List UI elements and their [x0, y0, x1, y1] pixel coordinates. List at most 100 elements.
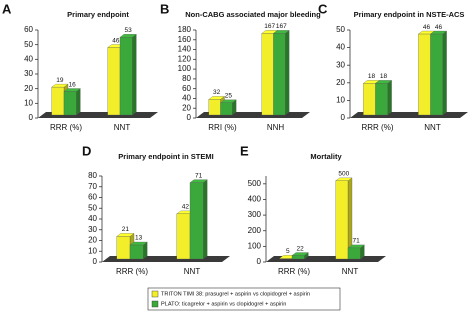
- y-tick-label: 10: [336, 96, 345, 105]
- y-tick-label: 20: [336, 78, 345, 87]
- y-tick-label: 0: [29, 113, 34, 122]
- bar: [119, 37, 133, 116]
- panel-letter: D: [82, 143, 91, 158]
- y-tick-label: 0: [187, 113, 192, 122]
- x-tick-label: RRR (%): [116, 267, 148, 276]
- legend-label: TRITON TIMI 38: prasugrel + aspirin vs c…: [161, 291, 310, 297]
- value-label: 21: [122, 226, 130, 233]
- x-tick-label: NNT: [114, 123, 131, 132]
- bar: [279, 258, 293, 260]
- y-tick-label: 30: [24, 69, 33, 78]
- y-tick-label: 40: [182, 94, 191, 103]
- y-tick-label: 500: [248, 179, 262, 188]
- y-tick-label: 120: [178, 54, 192, 63]
- value-label: 71: [195, 172, 203, 179]
- bar: [347, 247, 361, 260]
- y-tick-label: 50: [24, 40, 33, 49]
- y-tick-label: 40: [336, 43, 345, 52]
- y-tick-label: 100: [248, 241, 262, 250]
- value-label: 13: [135, 235, 143, 242]
- y-tick-label: 300: [248, 210, 262, 219]
- bar: [375, 83, 388, 116]
- value-label: 25: [225, 92, 233, 99]
- value-label: 53: [125, 27, 133, 34]
- y-tick-label: 0: [93, 257, 98, 266]
- bar: [176, 213, 191, 260]
- panel-letter: B: [160, 1, 169, 16]
- bar: [116, 236, 131, 260]
- y-tick-label: 160: [178, 35, 192, 44]
- legend-swatch: [151, 290, 159, 298]
- value-label: 500: [338, 171, 349, 178]
- y-tick-label: 40: [24, 54, 33, 63]
- panel-letter: C: [318, 1, 328, 16]
- bar: [220, 102, 233, 116]
- x-tick-label: RRR (%): [50, 123, 82, 132]
- y-tick-label: 400: [248, 195, 262, 204]
- bar: [208, 99, 221, 116]
- chart-title: Primary endpoint in STEMI: [118, 152, 213, 161]
- bar: [63, 91, 77, 116]
- value-label: 46: [112, 37, 120, 44]
- x-tick-label: NNT: [184, 267, 201, 276]
- y-tick-label: 60: [182, 84, 191, 93]
- y-tick-label: 60: [88, 193, 97, 202]
- bar: [430, 33, 443, 116]
- value-label: 71: [353, 238, 361, 245]
- y-tick-label: 140: [178, 45, 192, 54]
- x-tick-label: NNT: [424, 123, 441, 132]
- value-label: 167: [276, 23, 287, 30]
- y-tick-label: 0: [341, 113, 346, 122]
- bar-side: [442, 30, 447, 116]
- y-tick-label: 0: [257, 257, 262, 266]
- bar: [189, 182, 204, 260]
- x-tick-label: NNH: [267, 123, 285, 132]
- bar-side: [203, 179, 208, 260]
- value-label: 46: [423, 24, 431, 31]
- y-tick-label: 100: [178, 64, 192, 73]
- value-label: 46: [435, 24, 443, 31]
- y-tick-label: 30: [88, 225, 97, 234]
- bar-side: [285, 30, 290, 116]
- y-tick-label: 180: [178, 25, 192, 34]
- bar: [129, 244, 144, 260]
- bar-side: [132, 33, 137, 116]
- y-tick-label: 50: [88, 203, 97, 212]
- x-tick-label: RRR (%): [362, 123, 394, 132]
- legend-swatch: [151, 300, 159, 308]
- legend-label: PLATO: ticagrelor + aspirin vs clopidogr…: [161, 301, 286, 307]
- x-tick-label: RRR (%): [278, 267, 310, 276]
- legend-box: [147, 287, 341, 311]
- chart-title: Primary endpoint in NSTE-ACS: [354, 10, 465, 19]
- x-tick-label: RRI (%): [208, 123, 237, 132]
- value-label: 32: [213, 89, 221, 96]
- bar: [107, 47, 121, 116]
- y-tick-label: 80: [182, 74, 191, 83]
- y-tick-label: 70: [88, 182, 97, 191]
- x-tick-label: NNT: [342, 267, 359, 276]
- bar: [51, 86, 65, 116]
- y-tick-label: 20: [24, 84, 33, 93]
- y-tick-label: 10: [24, 98, 33, 107]
- value-label: 167: [264, 23, 275, 30]
- bar: [363, 83, 376, 116]
- y-tick-label: 20: [182, 103, 191, 112]
- value-label: 19: [56, 77, 64, 84]
- bar: [273, 33, 286, 116]
- y-tick-label: 30: [336, 60, 345, 69]
- y-tick-label: 10: [88, 246, 97, 255]
- value-label: 18: [368, 73, 376, 80]
- panel-letter: A: [2, 1, 12, 16]
- y-tick-label: 80: [88, 171, 97, 180]
- bar-side: [76, 88, 81, 116]
- value-label: 42: [182, 204, 190, 211]
- chart-title: Mortality: [310, 152, 342, 161]
- bar: [291, 255, 305, 260]
- y-tick-label: 40: [88, 214, 97, 223]
- panel-letter: E: [240, 143, 249, 158]
- value-label: 22: [297, 245, 305, 252]
- y-tick-label: 20: [88, 236, 97, 245]
- chart-title: Primary endpoint: [67, 10, 129, 19]
- value-label: 5: [286, 248, 290, 255]
